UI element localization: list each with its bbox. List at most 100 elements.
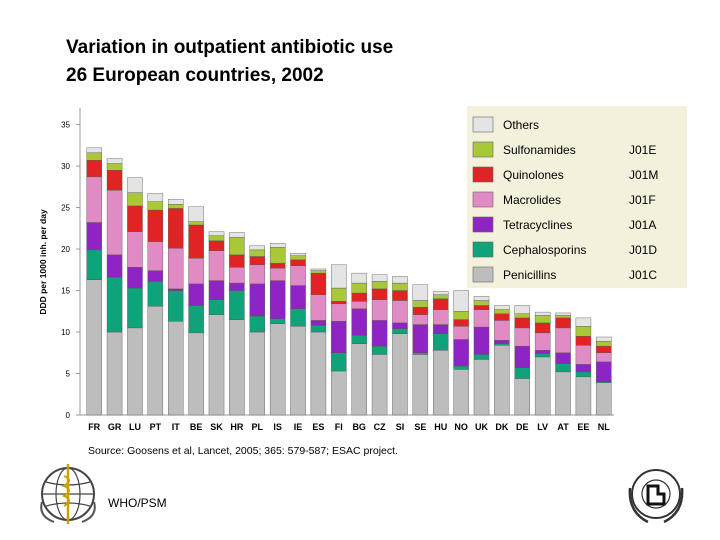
bar-segment-macrolides-hr bbox=[229, 267, 245, 284]
bar-segment-macrolides-sk bbox=[208, 250, 225, 281]
bar-segment-sulfonamides-cz bbox=[371, 281, 388, 290]
bar-segment-others-fi bbox=[331, 264, 347, 289]
x-tick-label: SI bbox=[396, 422, 405, 432]
x-tick-label: EE bbox=[577, 422, 589, 432]
bar-segment-cephalosporins-dk bbox=[494, 343, 510, 346]
x-tick-label: HU bbox=[434, 422, 447, 432]
bar-segment-cephalosporins-is bbox=[269, 318, 286, 324]
bar-segment-tetracyclines-fi bbox=[331, 321, 347, 353]
bar-segment-tetracyclines-gr bbox=[106, 254, 123, 278]
bar-segment-sulfonamides-es bbox=[310, 270, 327, 274]
bar-segment-sulfonamides-no bbox=[453, 311, 469, 320]
legend-swatch-others bbox=[472, 116, 494, 133]
bar-segment-quinolones-pl bbox=[249, 256, 266, 266]
bar-segment-others-ee bbox=[575, 317, 592, 327]
bar-segment-macrolides-be bbox=[188, 257, 204, 285]
bar-segment-sulfonamides-ee bbox=[575, 326, 592, 337]
bar-segment-macrolides-nl bbox=[596, 352, 612, 363]
bar-segment-sulfonamides-ie bbox=[290, 255, 306, 261]
bar-segment-penicillins-is bbox=[269, 323, 286, 416]
bar-segment-sulfonamides-it bbox=[167, 204, 184, 209]
bar-segment-tetracyclines-uk bbox=[473, 326, 490, 355]
bar-segment-cephalosporins-lv bbox=[534, 353, 551, 358]
bar-segment-penicillins-no bbox=[453, 369, 469, 416]
legend-code: J01F bbox=[629, 193, 656, 207]
bar-segment-tetracyclines-lv bbox=[534, 350, 551, 354]
bar-segment-penicillins-pt bbox=[147, 306, 164, 416]
chart-title: Variation in outpatient antibiotic use 2… bbox=[66, 34, 393, 90]
bar-segment-others-es bbox=[310, 268, 327, 271]
bar-segment-sulfonamides-dk bbox=[494, 309, 510, 314]
legend-swatch-quinolones bbox=[472, 166, 494, 183]
title-line-1: Variation in outpatient antibiotic use bbox=[66, 37, 394, 58]
bar-segment-cephalosporins-es bbox=[310, 325, 327, 333]
bar-segment-cephalosporins-pt bbox=[147, 281, 164, 307]
legend-box bbox=[467, 106, 687, 288]
credit-label: WHO/PSM bbox=[108, 496, 167, 510]
bar-segment-others-bg bbox=[351, 272, 367, 284]
bar-segment-tetracyclines-at bbox=[555, 352, 571, 364]
bar-segment-macrolides-dk bbox=[494, 320, 510, 341]
x-tick-label: GR bbox=[108, 422, 122, 432]
bar-segment-penicillins-lu bbox=[127, 327, 143, 416]
y-tick-label: 0 bbox=[66, 411, 71, 420]
bar-segment-macrolides-fi bbox=[331, 303, 347, 322]
source-note: Source: Goosens et al, Lancet, 2005; 365… bbox=[88, 445, 398, 457]
y-tick-label: 30 bbox=[61, 162, 70, 171]
bar-segment-others-uk bbox=[473, 296, 490, 301]
bar-segment-cephalosporins-no bbox=[453, 365, 469, 370]
x-tick-label: SE bbox=[414, 422, 426, 432]
bar-segment-quinolones-dk bbox=[494, 313, 510, 321]
bar-segment-macrolides-at bbox=[555, 327, 571, 353]
bar-segment-tetracyclines-no bbox=[453, 339, 469, 367]
bar-segment-penicillins-bg bbox=[351, 343, 367, 416]
x-tick-label: BE bbox=[190, 422, 203, 432]
bar-segment-quinolones-bg bbox=[351, 292, 367, 302]
bar-segment-sulfonamides-gr bbox=[106, 163, 123, 171]
x-tick-label: NO bbox=[454, 422, 468, 432]
legend-code: J01E bbox=[629, 143, 656, 157]
bar-segment-others-lv bbox=[534, 311, 551, 316]
bar-segment-tetracyclines-it bbox=[167, 288, 184, 291]
bar-segment-penicillins-at bbox=[555, 371, 571, 416]
bar-segment-macrolides-si bbox=[392, 300, 408, 324]
bar-segment-tetracyclines-de bbox=[514, 345, 531, 368]
bar-segment-quinolones-se bbox=[412, 306, 429, 315]
bar-segment-quinolones-uk bbox=[473, 305, 490, 310]
bar-segment-quinolones-hu bbox=[432, 298, 449, 310]
legend-swatch-penicillins bbox=[472, 266, 494, 283]
legend-swatch-macrolides bbox=[472, 191, 494, 208]
bar-segment-macrolides-gr bbox=[106, 189, 123, 256]
bar-segment-cephalosporins-se bbox=[412, 352, 429, 355]
bar-segment-others-de bbox=[514, 305, 531, 314]
bar-segment-sulfonamides-se bbox=[412, 300, 429, 308]
bar-segment-quinolones-ie bbox=[290, 259, 306, 266]
bar-segment-penicillins-gr bbox=[106, 331, 123, 416]
bar-segment-others-fr bbox=[86, 147, 102, 154]
bar-segment-others-is bbox=[269, 243, 286, 248]
bar-segment-macrolides-pt bbox=[147, 241, 164, 271]
x-tick-label: DK bbox=[495, 422, 508, 432]
y-tick-label: 15 bbox=[61, 287, 70, 296]
x-tick-label: IE bbox=[294, 422, 303, 432]
bar-segment-penicillins-hu bbox=[432, 350, 449, 416]
bar-segment-penicillins-hr bbox=[229, 319, 245, 416]
x-tick-label: ES bbox=[312, 422, 324, 432]
bar-segment-sulfonamides-lu bbox=[127, 192, 143, 207]
bar-segment-penicillins-fr bbox=[86, 279, 102, 416]
legend-label: Tetracyclines bbox=[503, 218, 572, 232]
who-logo-icon bbox=[40, 464, 96, 524]
bar-segment-macrolides-bg bbox=[351, 301, 367, 309]
bar-segment-macrolides-ie bbox=[290, 265, 306, 286]
bar-segment-quinolones-lu bbox=[127, 205, 143, 232]
title-line-2: 26 European countries, 2002 bbox=[66, 65, 324, 86]
bar-segment-others-pl bbox=[249, 245, 266, 251]
legend-label: Cephalosporins bbox=[503, 243, 586, 257]
bar-segment-tetracyclines-lu bbox=[127, 267, 143, 289]
bar-segment-sulfonamides-sk bbox=[208, 235, 225, 241]
x-tick-label: LV bbox=[537, 422, 548, 432]
bar-segment-quinolones-si bbox=[392, 290, 408, 301]
bar-segment-cephalosporins-lu bbox=[127, 287, 143, 329]
bar-segment-sulfonamides-hu bbox=[432, 294, 449, 300]
bar-segment-macrolides-hu bbox=[432, 309, 449, 325]
